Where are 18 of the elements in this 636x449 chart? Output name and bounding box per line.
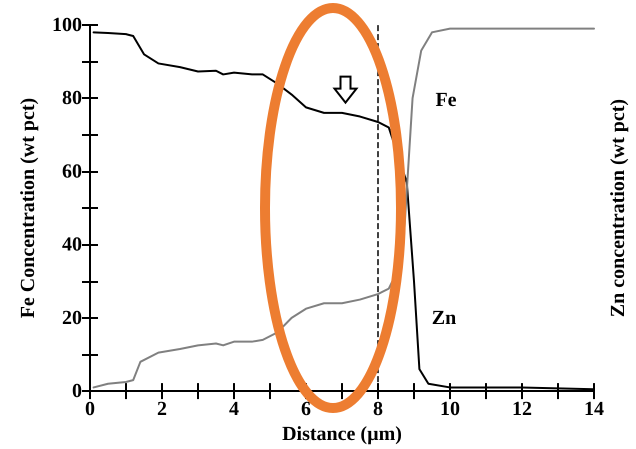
- annotation: Fe: [435, 89, 457, 111]
- x-tick-label: 14: [584, 398, 604, 420]
- y-tick-label: 0: [72, 380, 82, 402]
- y-tick-label: 100: [52, 14, 82, 36]
- x-tick-label: 4: [229, 398, 239, 420]
- y-tick-label: 40: [62, 234, 82, 256]
- x-axis-title: Distance (µm): [282, 423, 402, 445]
- y-tick-label: 20: [62, 306, 82, 329]
- y-axis-title: Fe Concentration (wt pct): [17, 98, 39, 318]
- x-tick-label: 10: [440, 398, 460, 420]
- x-tick-label: 2: [157, 398, 167, 420]
- y2-axis-title: Zn concentration (wt pct): [607, 98, 629, 318]
- x-tick-label: 12: [512, 398, 532, 420]
- y-tick-label: 80: [62, 87, 82, 110]
- y-tick-label: 60: [62, 160, 82, 182]
- x-tick-label: 6: [301, 398, 311, 420]
- x-tick-label: 8: [373, 398, 383, 420]
- annotation: Zn: [432, 307, 456, 329]
